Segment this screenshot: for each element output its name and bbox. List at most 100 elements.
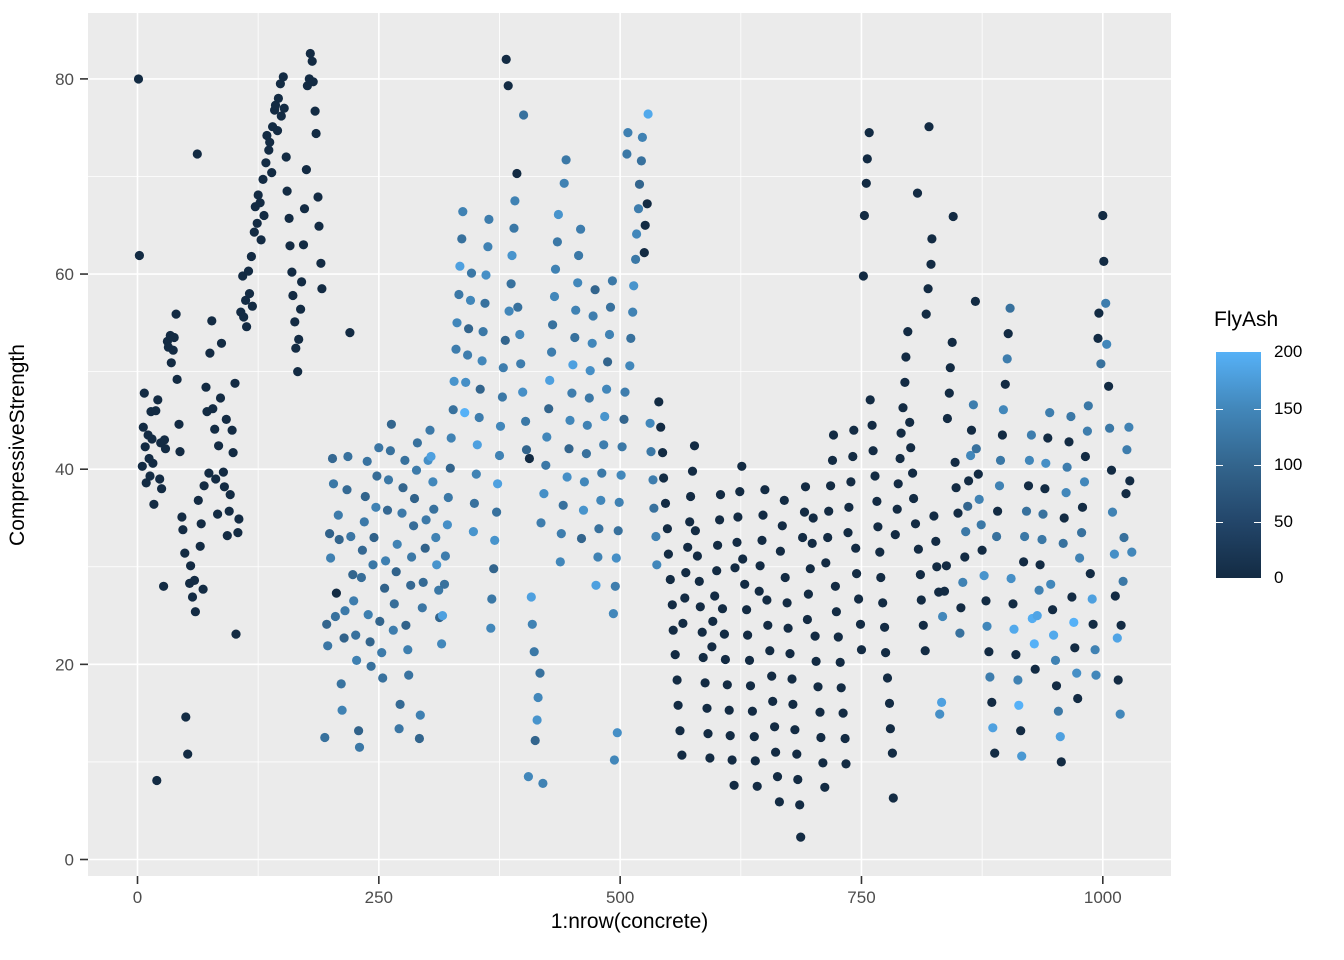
data-point xyxy=(1016,726,1026,736)
data-point xyxy=(793,774,803,785)
data-point xyxy=(199,481,209,491)
data-point xyxy=(1043,433,1053,443)
data-point xyxy=(677,750,687,760)
data-point xyxy=(1067,592,1077,602)
data-point xyxy=(395,699,405,710)
data-point xyxy=(585,366,595,376)
data-point xyxy=(608,609,619,619)
data-point xyxy=(340,606,350,616)
data-point xyxy=(1075,553,1085,563)
data-point xyxy=(445,463,455,473)
data-point xyxy=(159,581,169,591)
data-point xyxy=(187,592,198,602)
data-point xyxy=(327,453,338,464)
data-point xyxy=(813,682,823,692)
data-point xyxy=(852,569,862,579)
data-point xyxy=(244,289,255,299)
data-point xyxy=(472,440,482,450)
data-point xyxy=(1050,655,1061,666)
data-point xyxy=(732,537,742,548)
data-point xyxy=(689,441,700,451)
data-point xyxy=(810,631,820,641)
data-point xyxy=(348,570,358,580)
legend-bar-tick xyxy=(1254,521,1261,523)
data-point xyxy=(339,633,349,643)
data-point xyxy=(198,584,208,594)
data-point xyxy=(895,453,905,464)
legend-tick-label: 100 xyxy=(1274,455,1303,474)
data-point xyxy=(137,461,147,471)
data-point xyxy=(913,544,924,554)
data-point xyxy=(1059,513,1069,523)
data-point xyxy=(211,474,221,484)
data-point xyxy=(193,495,203,505)
data-point xyxy=(890,530,900,540)
data-point xyxy=(990,748,1000,758)
data-point xyxy=(1118,576,1128,587)
data-point xyxy=(389,599,399,609)
data-point xyxy=(547,347,557,357)
data-point xyxy=(1104,381,1114,391)
data-point xyxy=(281,152,291,162)
data-point xyxy=(670,650,680,660)
data-point xyxy=(993,506,1003,516)
data-point xyxy=(291,343,301,353)
data-point xyxy=(366,661,376,671)
data-point xyxy=(862,154,872,164)
data-point xyxy=(632,229,642,239)
data-point xyxy=(492,507,502,517)
data-point xyxy=(133,74,144,84)
data-point xyxy=(703,729,713,739)
data-point xyxy=(926,259,936,269)
data-point xyxy=(715,515,725,525)
data-point xyxy=(536,518,546,528)
data-point xyxy=(715,490,726,500)
data-point xyxy=(744,655,755,666)
data-point xyxy=(404,670,414,680)
data-point xyxy=(783,623,793,633)
data-point xyxy=(481,270,491,280)
data-point xyxy=(417,603,427,613)
data-point xyxy=(230,378,240,388)
data-point xyxy=(228,448,238,458)
data-point xyxy=(157,484,167,494)
data-point xyxy=(645,418,655,428)
data-point xyxy=(604,329,615,340)
data-point xyxy=(178,525,188,535)
data-point xyxy=(480,298,490,308)
legend-bar-tick xyxy=(1216,408,1223,410)
data-point xyxy=(503,81,513,91)
data-point xyxy=(994,481,1005,491)
data-point xyxy=(153,395,163,405)
data-point xyxy=(702,703,712,713)
data-point xyxy=(573,278,583,288)
data-point xyxy=(690,526,701,536)
data-point xyxy=(651,531,661,542)
data-point xyxy=(742,605,752,615)
data-point xyxy=(231,629,241,639)
data-point xyxy=(349,596,359,606)
data-point xyxy=(1082,426,1092,436)
data-point xyxy=(357,545,367,555)
data-point xyxy=(725,731,735,741)
data-point xyxy=(195,541,205,551)
data-point xyxy=(619,414,629,424)
data-point xyxy=(420,543,430,553)
data-point xyxy=(437,639,447,649)
data-point xyxy=(261,158,271,168)
data-point xyxy=(425,425,435,435)
data-point xyxy=(258,174,268,184)
data-point xyxy=(614,497,624,507)
data-point xyxy=(955,628,965,638)
data-point xyxy=(1061,488,1071,498)
data-point xyxy=(174,419,184,429)
data-point xyxy=(544,404,554,414)
data-point xyxy=(885,724,896,734)
data-point xyxy=(893,479,903,489)
data-point xyxy=(461,377,471,387)
data-point xyxy=(463,350,473,360)
data-point xyxy=(316,258,326,268)
data-point xyxy=(409,521,419,531)
data-point xyxy=(1056,757,1066,767)
data-point xyxy=(1115,709,1125,719)
